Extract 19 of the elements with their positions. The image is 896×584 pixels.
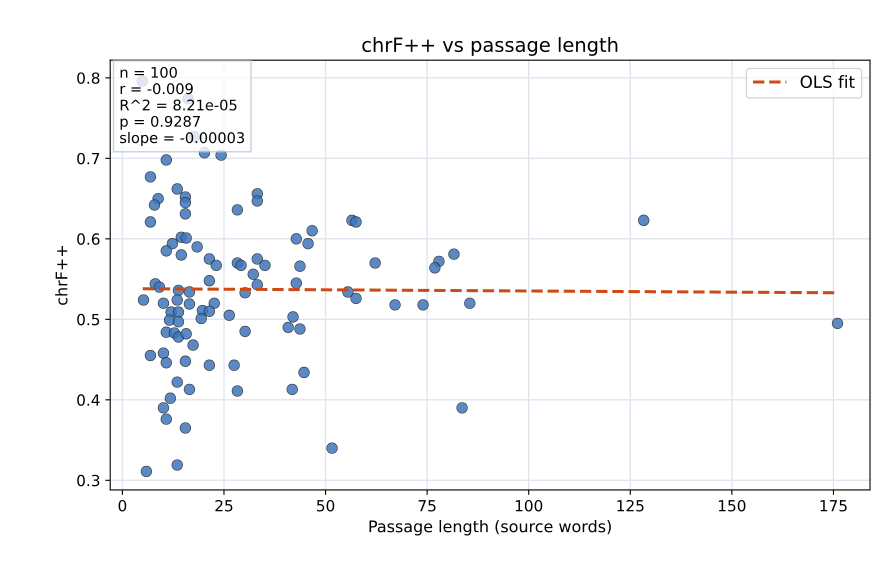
x-tick-label: 150	[718, 500, 746, 512]
annotation: n = 100 r = -0.009 R^2 = 8.21e-05 p = 0.9287 slope = -0.00003	[120, 66, 244, 146]
legend-label: OLS fit	[800, 75, 855, 88]
y-tick-label: 0.8	[77, 72, 100, 84]
y-tick-label: 0.6	[77, 233, 100, 245]
x-tick-label: 50	[317, 500, 334, 512]
y-axis-title: chrF++	[55, 246, 68, 305]
x-tick-label: 75	[418, 500, 436, 512]
y-tick-label: 0.5	[77, 314, 100, 326]
chart-title: chrF++ vs passage length	[362, 37, 618, 56]
x-tick-label: 125	[617, 500, 644, 512]
x-tick-label: 25	[215, 500, 232, 512]
x-tick-label: 0	[118, 500, 126, 512]
x-tick-label: 175	[820, 500, 847, 512]
y-tick-label: 0.7	[77, 152, 100, 164]
y-tick-label: 0.4	[77, 394, 100, 406]
y-tick-label: 0.3	[77, 474, 100, 486]
x-axis-title: Passage length (source words)	[370, 520, 611, 536]
x-tick-label: 100	[516, 500, 542, 512]
